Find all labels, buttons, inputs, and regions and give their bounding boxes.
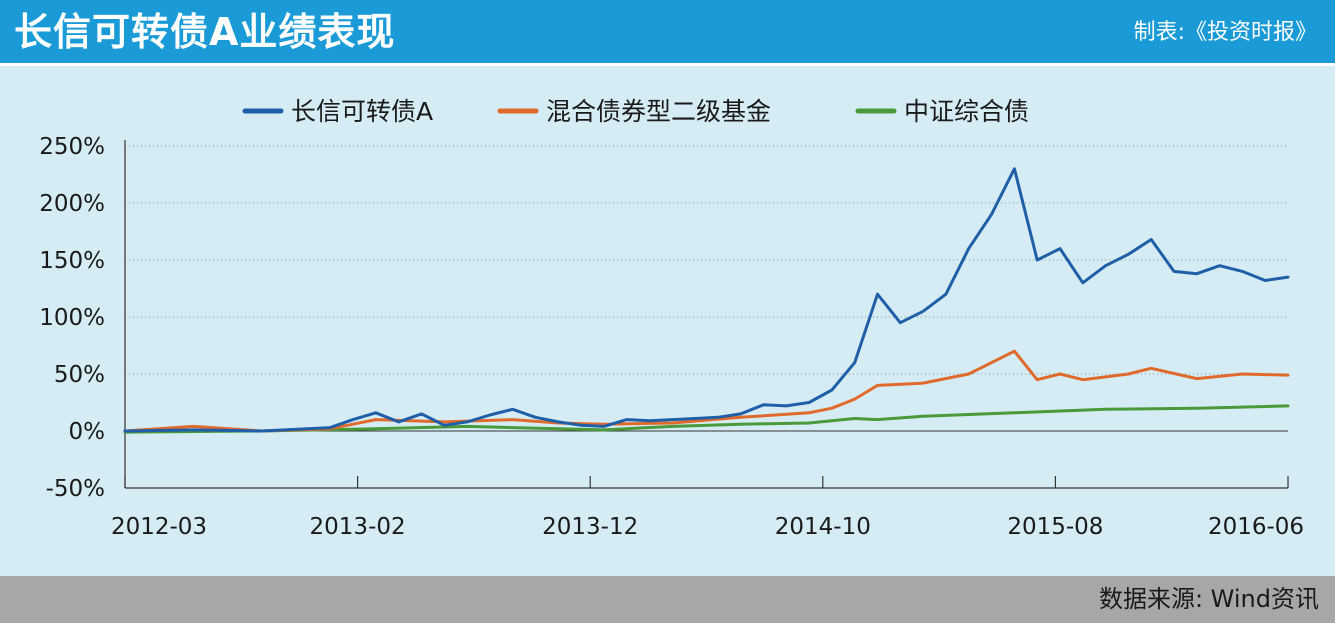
legend-label: 混合债券型二级基金 (546, 97, 771, 126)
y-tick-label: 250% (39, 134, 105, 160)
legend: 长信可转债A 混合债券型二级基金 中证综合债 (242, 97, 1029, 126)
series-lines (123, 167, 1290, 434)
x-tick-label: 2014-10 (775, 514, 871, 540)
y-axis-ticks: -50% 0% 50% 100% 150% 200% 250% (39, 134, 105, 502)
header-bar: 长信可转债A业绩表现 制表:《投资时报》 (0, 0, 1335, 66)
y-tick-label: 200% (39, 191, 105, 217)
plot-background (0, 66, 1335, 576)
y-tick-label: 50% (54, 362, 105, 388)
chart-credit: 制表:《投资时报》 (1133, 20, 1317, 45)
footer-bar: 数据来源: Wind资讯 (0, 576, 1335, 623)
y-tick-label: -50% (46, 476, 105, 502)
x-tick-label: 2013-12 (542, 514, 638, 540)
legend-label: 长信可转债A (291, 97, 433, 126)
series-line (123, 167, 1290, 433)
y-tick-label: 0% (69, 419, 106, 445)
x-axis-ticks: 2012-03 2013-02 2013-12 2014-10 2015-08 2016-… (111, 476, 1304, 540)
x-tick-label: 2016-06 (1208, 514, 1304, 540)
line-chart: -50% 0% 50% 100% 150% 200% 250% 2012-03 2013-02… (39, 97, 1304, 540)
x-tick-label: 2013-02 (310, 514, 406, 540)
data-source: 数据来源: Wind资讯 (1098, 585, 1319, 613)
gridlines (125, 145, 1288, 489)
axes (124, 140, 1288, 489)
y-tick-label: 100% (39, 305, 105, 331)
series-line (123, 349, 1290, 433)
x-tick-label: 2012-03 (111, 514, 207, 540)
chart-title: 长信可转债A业绩表现 (14, 10, 396, 54)
legend-label: 中证综合债 (904, 97, 1029, 126)
y-tick-label: 150% (39, 248, 105, 274)
x-tick-label: 2015-08 (1007, 514, 1103, 540)
series-line (123, 404, 1290, 434)
